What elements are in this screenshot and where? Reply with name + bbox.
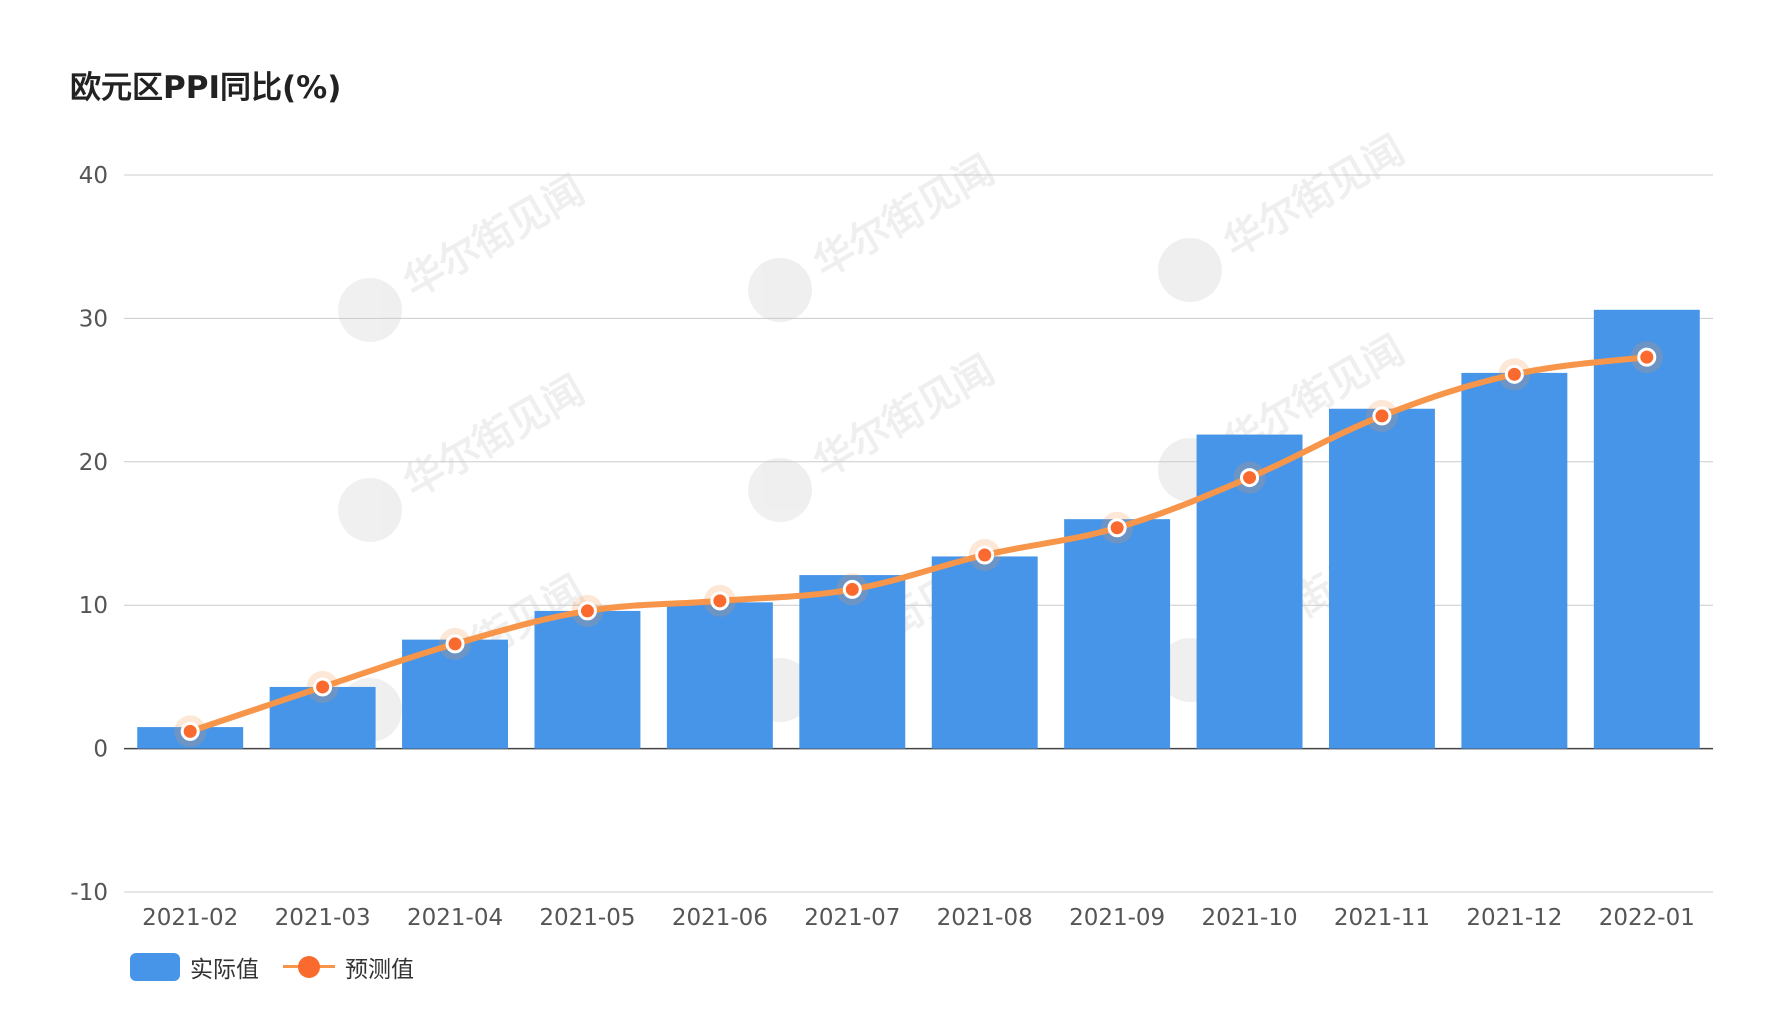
bar (1593, 309, 1700, 749)
line-series-layer (174, 341, 1663, 748)
y-axis: -10 0 10 20 30 40 (70, 163, 108, 906)
forecast-point (1372, 406, 1392, 426)
bar (1328, 408, 1435, 749)
y-tick-label: 30 (79, 306, 108, 332)
y-tick-label: -10 (70, 880, 108, 906)
watermark-logo-icon (1158, 238, 1222, 302)
forecast-point (1240, 468, 1260, 488)
x-tick-label: 2021-10 (1201, 905, 1297, 931)
watermark-logo-icon (338, 278, 402, 342)
bar (799, 575, 906, 749)
legend-item-actual[interactable]: 实际值 (130, 950, 259, 984)
x-tick-label: 2021-04 (407, 905, 503, 931)
forecast-point (1504, 364, 1524, 384)
watermark: 华尔街见闻 (338, 366, 593, 542)
watermark-text: 华尔街见闻 (806, 146, 1003, 287)
x-tick-label: 2021-03 (275, 905, 371, 931)
y-tick-label: 40 (79, 163, 108, 189)
forecast-point (1637, 347, 1657, 367)
watermark: 华尔街见闻 (338, 166, 593, 342)
watermark-logo-icon (338, 478, 402, 542)
forecast-point (577, 601, 597, 621)
bar (534, 610, 641, 749)
x-tick-label: 2021-09 (1069, 905, 1165, 931)
chart-title: 欧元区PPI同比(%) (70, 70, 342, 106)
x-tick-label: 2021-05 (539, 905, 635, 931)
watermark-logo-icon (748, 458, 812, 522)
legend-item-forecast[interactable]: 预测值 (283, 950, 414, 984)
forecast-point (842, 579, 862, 599)
forecast-point (975, 545, 995, 565)
bar (1461, 372, 1568, 749)
watermark-text: 华尔街见闻 (396, 366, 593, 507)
y-tick-label: 0 (93, 737, 108, 763)
forecast-point (1107, 518, 1127, 538)
legend-line-swatch (283, 953, 335, 981)
bar (1064, 519, 1171, 749)
legend-label-forecast: 预测值 (345, 957, 414, 983)
watermark-text: 华尔街见闻 (806, 346, 1003, 487)
watermark-text: 华尔街见闻 (1216, 126, 1413, 267)
watermark: 华尔街见闻 (1158, 126, 1413, 302)
watermark-text: 华尔街见闻 (396, 166, 593, 307)
x-tick-label: 2021-06 (672, 905, 768, 931)
x-tick-label: 2021-12 (1466, 905, 1562, 931)
watermark: 华尔街见闻 (748, 146, 1003, 322)
x-tick-label: 2021-02 (142, 905, 238, 931)
bar (666, 602, 773, 749)
x-tick-label: 2021-11 (1334, 905, 1430, 931)
forecast-point (313, 677, 333, 697)
forecast-point (710, 591, 730, 611)
x-tick-label: 2021-07 (804, 905, 900, 931)
legend-label-actual: 实际值 (190, 957, 259, 983)
x-tick-label: 2022-01 (1599, 905, 1695, 931)
x-axis: 2021-02 2021-03 2021-04 2021-05 2021-06 2021-… (142, 905, 1695, 931)
forecast-point (445, 634, 465, 654)
watermark: 华尔街见闻 (748, 346, 1003, 522)
forecast-line (187, 354, 1650, 735)
watermark-logo-icon (748, 258, 812, 322)
x-tick-label: 2021-08 (937, 905, 1033, 931)
bar (931, 556, 1038, 749)
grid-layer (124, 174, 1713, 893)
y-tick-label: 10 (79, 593, 108, 619)
bar-series-layer (137, 309, 1700, 749)
forecast-point (180, 721, 200, 741)
legend: 实际值 预测值 (130, 950, 438, 984)
y-tick-label: 20 (79, 450, 108, 476)
legend-bar-swatch (130, 953, 180, 981)
